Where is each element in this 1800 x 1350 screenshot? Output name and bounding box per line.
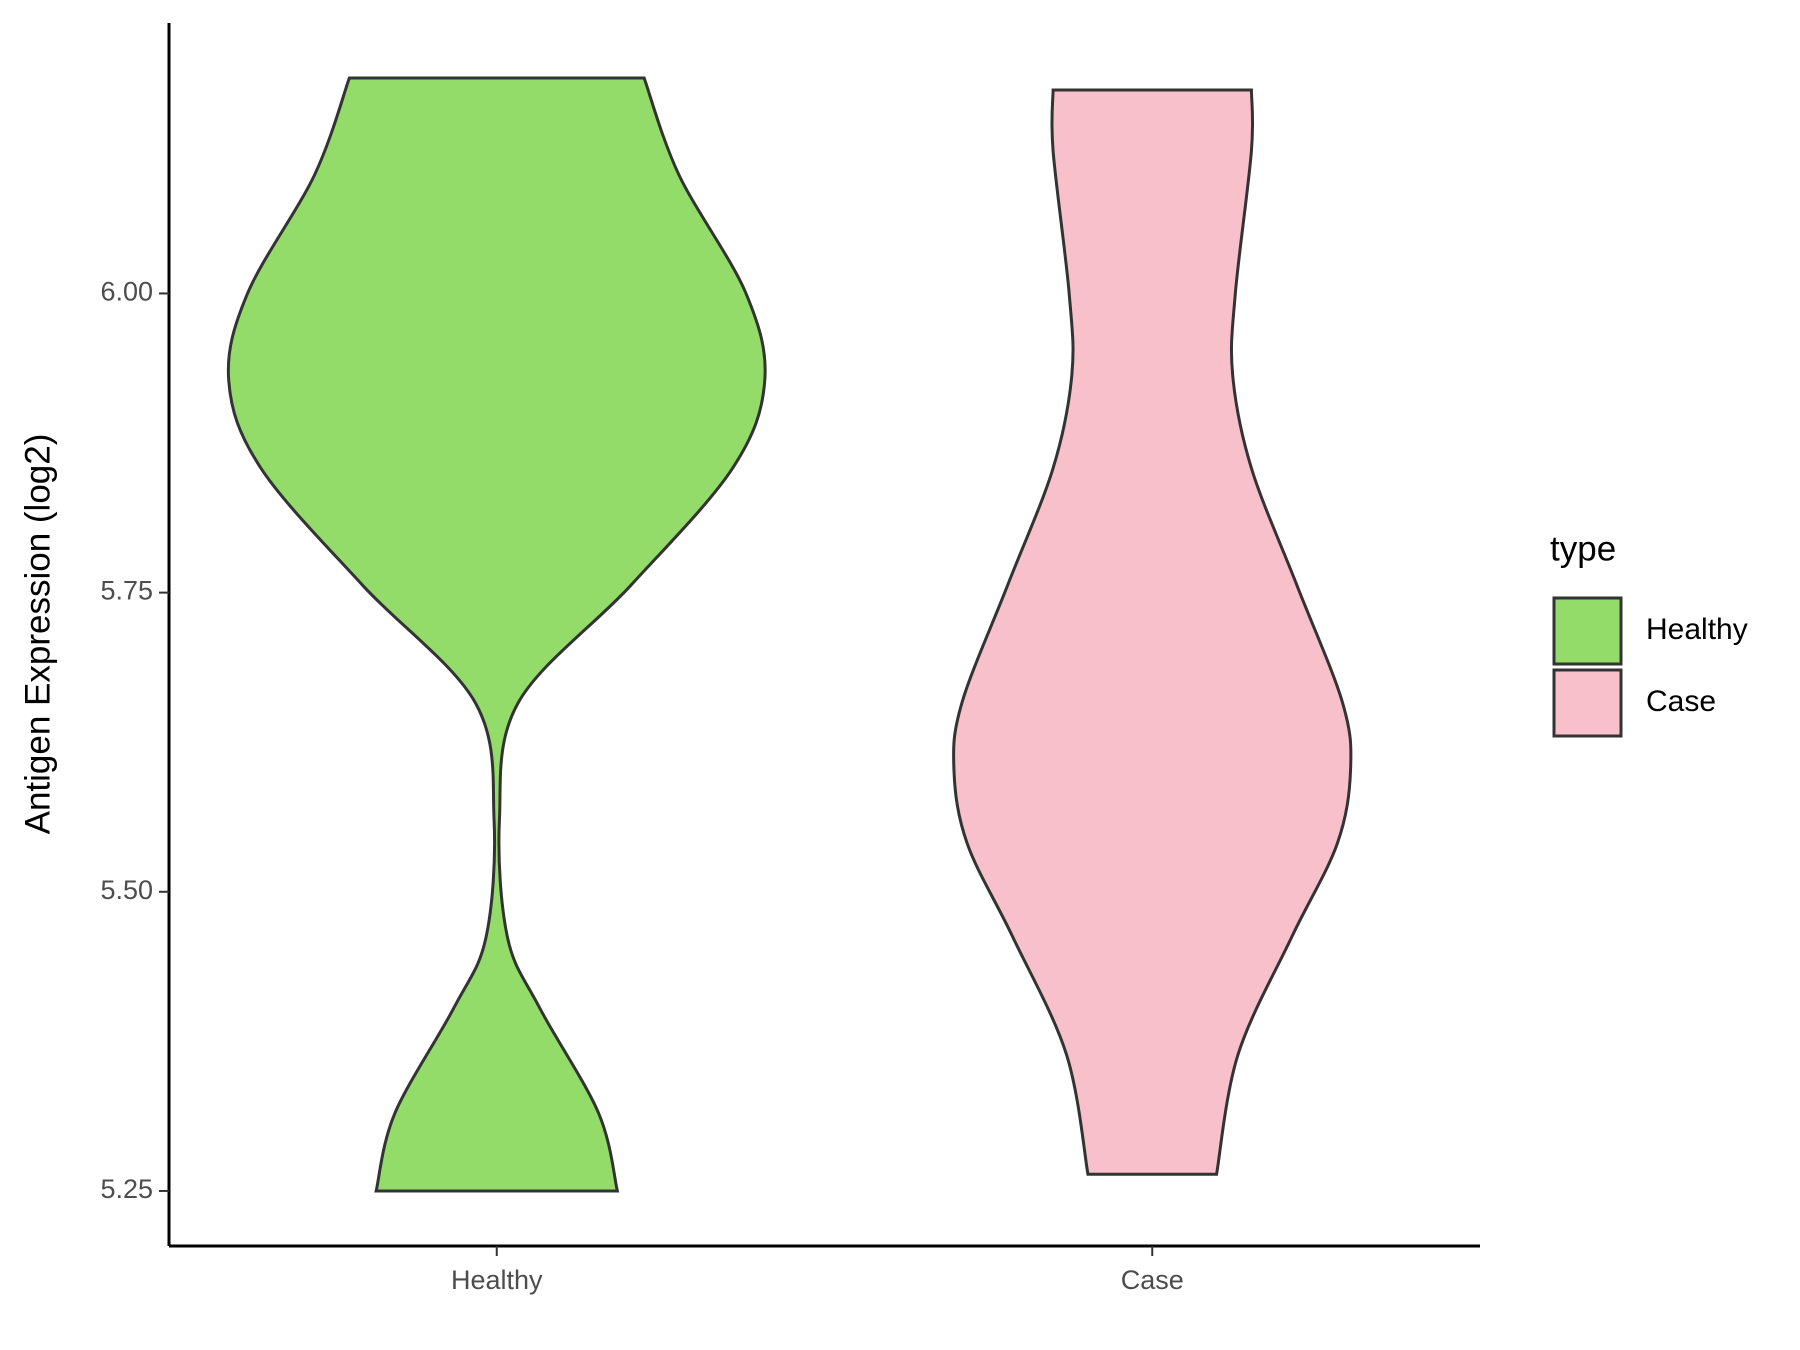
x-tick-label: Healthy bbox=[451, 1265, 543, 1295]
legend-label: Case bbox=[1646, 685, 1716, 718]
violin bbox=[226, 76, 767, 1193]
legend-key bbox=[1552, 668, 1623, 738]
y-tick-label: 5.75 bbox=[100, 576, 153, 606]
legend-label: Healthy bbox=[1646, 613, 1748, 646]
y-tick-label: 6.00 bbox=[100, 277, 153, 307]
y-tick-label: 5.50 bbox=[100, 875, 153, 905]
legend-key bbox=[1552, 596, 1623, 666]
y-axis-label: Antigen Expression (log2) bbox=[18, 434, 57, 835]
violin bbox=[952, 88, 1353, 1176]
y-tick-label: 5.25 bbox=[100, 1174, 153, 1204]
x-tick-label: Case bbox=[1121, 1265, 1184, 1295]
legend-title: type bbox=[1550, 529, 1616, 568]
